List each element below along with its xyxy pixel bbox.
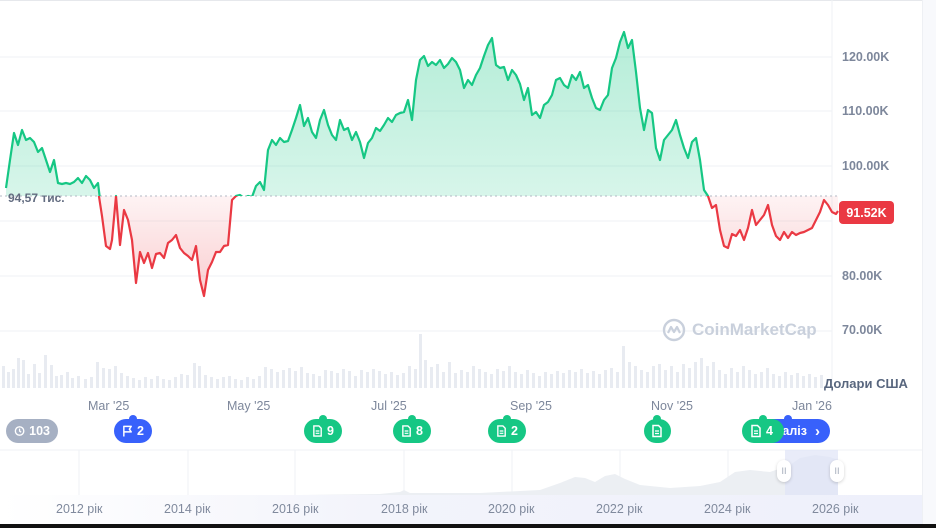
volume-bars: [2, 334, 823, 388]
pill-pointer: [408, 415, 416, 423]
x-tick-sep-25: Sep '25: [510, 399, 553, 413]
x-tick-may-25: May '25: [227, 399, 271, 413]
right-side-panel: [922, 0, 936, 528]
y-tick-110k: 110.00K: [842, 104, 889, 118]
nav-tick-2022: 2022 рік: [596, 502, 643, 516]
navigator-area: [0, 455, 838, 495]
watermark-text: CoinMarketCap: [692, 320, 817, 339]
y-tick-100k: 100.00K: [842, 159, 890, 173]
pill-pointer: [653, 415, 661, 423]
x-tick-mar-25: Mar '25: [88, 399, 130, 413]
news-count-1: 9: [327, 424, 334, 438]
news-events-button-5[interactable]: 4: [742, 415, 784, 443]
news-events-button-1[interactable]: 9: [304, 415, 342, 443]
news-events-button-3[interactable]: 2: [488, 415, 526, 443]
pill-pointer: [319, 415, 327, 423]
chevron-right-icon: ›: [815, 422, 820, 440]
currency-label: Долари США: [824, 376, 908, 391]
news-events-button-2[interactable]: 8: [393, 415, 431, 443]
navigator-left-handle[interactable]: II: [777, 460, 791, 482]
top-border: [0, 0, 936, 1]
y-tick-120k: 120.00K: [842, 50, 890, 64]
navigator[interactable]: [0, 449, 922, 495]
pill-pointer: [129, 415, 137, 423]
y-tick-70k: 70.00K: [842, 323, 883, 337]
pill-pointer: [784, 415, 792, 423]
navigator-axis-band: [0, 495, 922, 524]
nav-tick-2016: 2016 рік: [272, 502, 319, 516]
history-clock-icon: [14, 426, 25, 436]
navigator-selection[interactable]: [785, 450, 838, 495]
document-icon: [652, 424, 662, 438]
x-tick-jul-25: Jul '25: [371, 399, 407, 413]
coinmarketcap-logo-icon: [662, 318, 686, 342]
pill-pointer: [759, 415, 767, 423]
analysis-label: аліз: [782, 424, 807, 438]
flag-count: 2: [137, 424, 144, 438]
coinmarketcap-watermark: CoinMarketCap: [662, 318, 817, 342]
news-count-5: 4: [766, 424, 773, 438]
reference-price-label: 94,57 тис.: [8, 191, 65, 205]
document-icon: [497, 425, 506, 437]
bottom-border: [0, 524, 936, 528]
nav-tick-2020: 2020 рік: [488, 502, 535, 516]
pill-pointer: [503, 415, 511, 423]
area-fill-down: [98, 196, 838, 296]
document-icon: [751, 424, 761, 438]
nav-tick-2014: 2014 рік: [164, 502, 211, 516]
x-tick-nov-25: Nov '25: [651, 399, 693, 413]
news-count-3: 2: [511, 424, 518, 438]
nav-tick-2012: 2012 рік: [56, 502, 103, 516]
nav-tick-2024: 2024 рік: [704, 502, 751, 516]
price-line-down: [97, 196, 839, 298]
y-tick-80k: 80.00K: [842, 269, 883, 283]
nav-tick-2026: 2026 рік: [812, 502, 859, 516]
document-icon: [313, 425, 322, 437]
area-fill-up: [6, 32, 840, 196]
nav-tick-2018: 2018 рік: [381, 502, 428, 516]
news-events-button-4[interactable]: [644, 415, 671, 443]
price-chart[interactable]: [0, 0, 922, 500]
flag-icon: [123, 425, 132, 437]
history-count: 103: [29, 424, 50, 438]
flag-events-button[interactable]: 2: [114, 415, 152, 443]
x-tick-jan-26: Jan '26: [792, 399, 832, 413]
news-count-2: 8: [416, 424, 423, 438]
current-price-badge: 91.52K: [839, 201, 894, 224]
history-events-button[interactable]: 103: [6, 419, 58, 443]
price-line-up: [4, 30, 710, 196]
navigator-right-handle[interactable]: II: [830, 460, 844, 482]
document-icon: [402, 425, 411, 437]
